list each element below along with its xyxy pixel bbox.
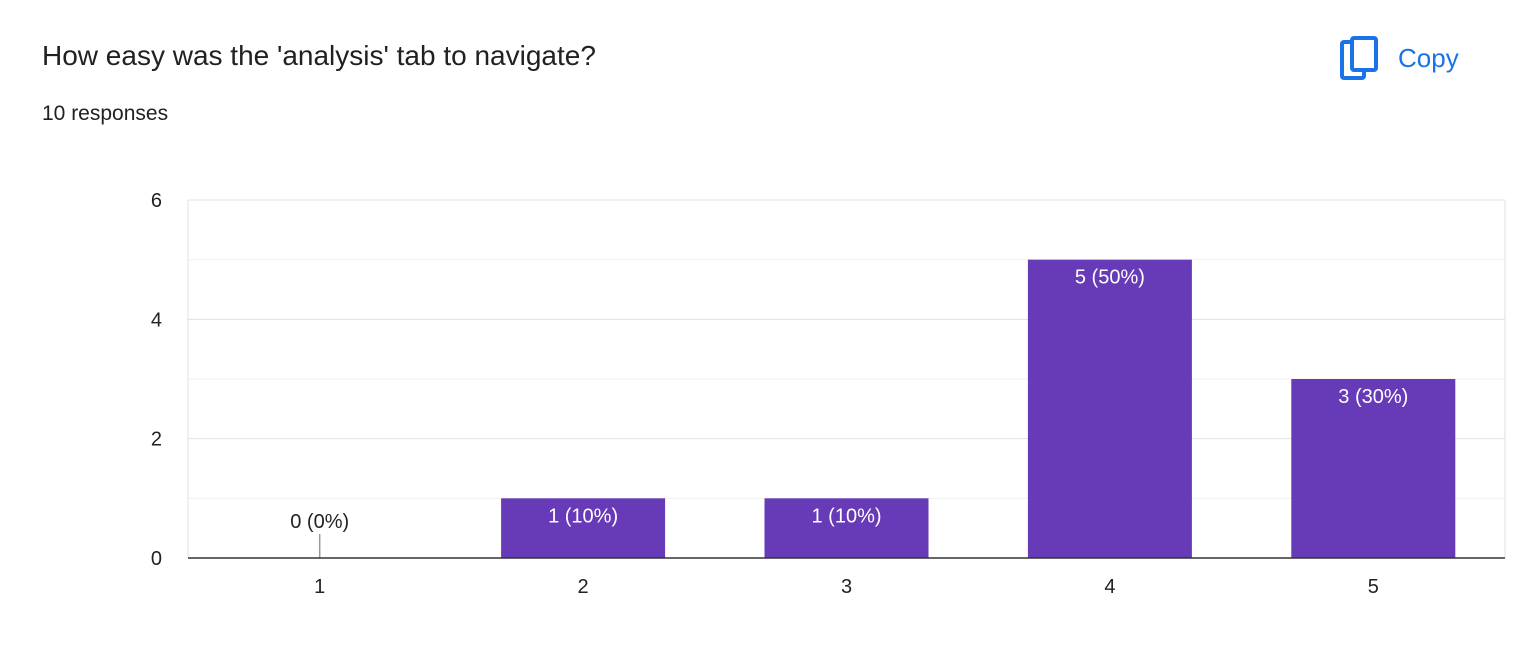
x-tick-label: 3 [841, 576, 852, 598]
bar-data-label: 0 (0%) [290, 511, 349, 533]
copy-label: Copy [1398, 42, 1459, 73]
x-tick-label: 4 [1104, 576, 1115, 598]
y-tick-label: 6 [151, 190, 162, 212]
bar-data-label: 3 (30%) [1338, 386, 1408, 408]
copy-icon [1340, 36, 1378, 80]
bar-data-label: 5 (50%) [1075, 267, 1145, 289]
bar-data-label: 1 (10%) [548, 505, 618, 527]
y-tick-label: 4 [151, 309, 162, 331]
x-tick-label: 1 [314, 576, 325, 598]
copy-button[interactable]: Copy [1340, 34, 1490, 82]
y-tick-label: 0 [151, 548, 162, 570]
bar [1027, 259, 1192, 558]
bar [1291, 379, 1456, 558]
x-tick-label: 5 [1368, 576, 1379, 598]
bar [501, 498, 666, 558]
y-tick-label: 2 [151, 429, 162, 451]
question-title: How easy was the 'analysis' tab to navig… [42, 40, 596, 71]
x-tick-label: 2 [578, 576, 589, 598]
response-count: 10 responses [42, 102, 169, 125]
bar [764, 498, 929, 558]
bar-data-label: 1 (10%) [811, 505, 881, 527]
